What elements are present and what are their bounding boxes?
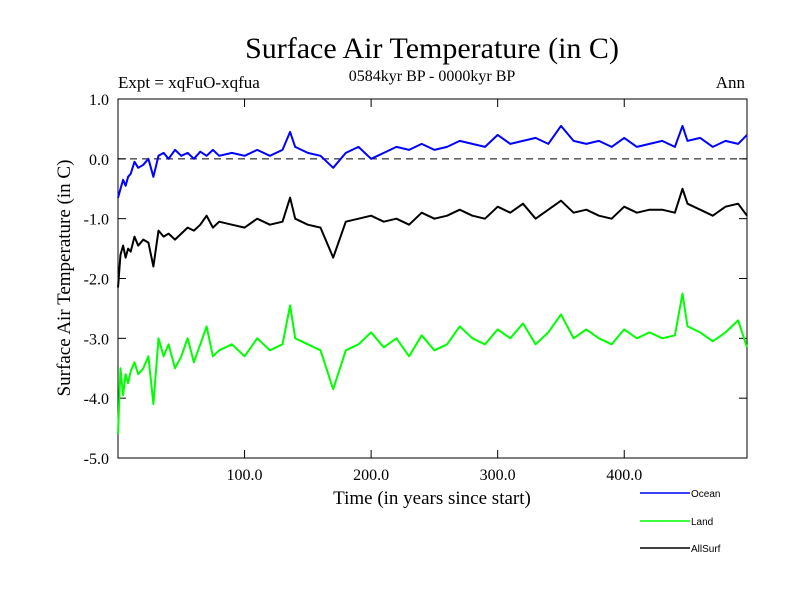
x-axis-label: Time (in years since start) — [333, 488, 531, 509]
series-line-land — [117, 292, 748, 435]
y-tick-label: -1.0 — [84, 212, 109, 229]
x-tick-label: 200.0 — [353, 467, 389, 484]
chart-title: Surface Air Temperature (in C) — [245, 32, 619, 65]
plot-frame — [117, 98, 748, 459]
series-layer — [117, 124, 748, 435]
y-tick-label: 0.0 — [89, 152, 109, 169]
chart-subtitle: 0584kyr BP - 0000kyr BP — [349, 68, 516, 85]
y-tick-label: -3.0 — [84, 331, 109, 348]
series-line-allsurf — [117, 187, 748, 288]
x-tick-label: 300.0 — [480, 467, 516, 484]
x-tick-label: 100.0 — [227, 467, 263, 484]
y-tick-label: 1.0 — [89, 92, 109, 109]
series-line-ocean — [117, 124, 748, 198]
season-label: Ann — [716, 73, 746, 92]
x-tick-label: 400.0 — [606, 467, 642, 484]
experiment-label: Expt = xqFuO-xqfua — [118, 73, 260, 92]
legend-label-land: Land — [691, 517, 713, 528]
y-tick-label: -5.0 — [84, 451, 109, 468]
axis-ticks: -5.0 -4.0 -3.0 -2.0 -1.0 0.0 1.0 100.0 200.0 300.… — [84, 92, 747, 484]
legend-label-allsurf: AllSurf — [691, 544, 721, 555]
legend: Ocean Land AllSurf — [640, 489, 721, 555]
legend-label-ocean: Ocean — [691, 489, 720, 500]
y-axis-label: Surface Air Temperature (in C) — [54, 160, 75, 397]
y-tick-label: -4.0 — [84, 391, 109, 408]
y-tick-label: -2.0 — [84, 272, 109, 289]
